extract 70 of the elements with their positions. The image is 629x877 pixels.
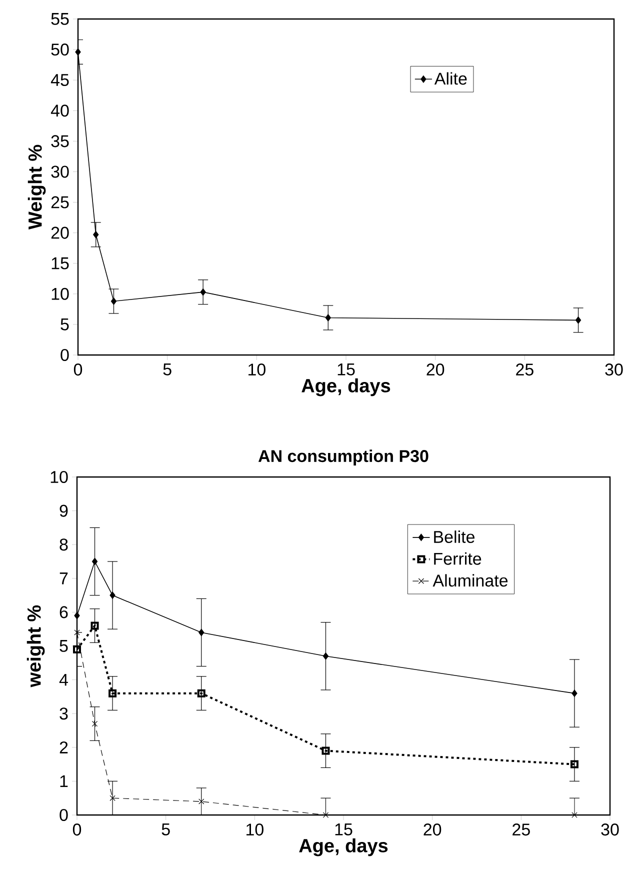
x-tick-label: 15 [335,824,352,836]
x-tick-label: 30 [605,364,623,376]
x-tick-label: 25 [516,364,534,376]
point [110,592,116,599]
chart-title: AN consumption P30 [258,450,428,466]
point [75,48,81,56]
x-tick-label: 30 [601,824,619,836]
y-tick-label: 40 [50,104,69,117]
point [93,231,99,238]
legend-label: Aluminate [432,574,508,587]
y-tick-label: 9 [60,504,68,517]
y-tick-label: 7 [60,572,68,584]
point [200,288,206,296]
y-tick-label: 5 [60,318,69,330]
y-tick-label: 15 [52,257,69,270]
point [570,760,578,768]
y-tick-label: 3 [60,708,68,720]
point [325,314,331,322]
point [110,298,117,305]
y-axis-title: weight % [26,605,45,688]
y-tick-label: 25 [51,196,69,208]
legend-label: Alite [434,72,467,85]
point [92,720,98,727]
x-tick-label: 5 [163,364,172,376]
point [572,690,578,697]
y-tick-label: 2 [60,741,68,754]
legend-label: Belite [434,530,474,544]
x-axis-title: Age, days [302,378,390,396]
point [90,622,99,630]
x-tick-label: 15 [338,364,355,376]
x-tick-label: 20 [426,364,444,376]
point [575,316,582,324]
y-tick-label: 6 [60,606,68,618]
y-tick-label: 10 [52,288,69,300]
point [322,652,329,660]
y-tick-label: 0 [60,348,69,362]
y-tick-label: 5 [60,640,68,652]
x-axis-title: Age, days [299,838,388,856]
y-tick-label: 10 [50,470,68,484]
point [110,795,116,801]
x-tick-label: 25 [512,824,530,836]
point [108,689,117,698]
point [197,689,206,698]
x-tick-label: 10 [246,824,264,836]
point [92,558,98,566]
x-tick-label: 5 [162,824,170,836]
legend-label: Ferrite [434,552,482,565]
x-tick-label: 10 [248,364,266,376]
point [198,798,204,804]
x-tick-label: 20 [424,824,442,836]
point [322,746,330,755]
point [74,612,80,620]
y-tick-label: 30 [51,166,69,178]
point [74,630,80,636]
point [198,628,204,636]
y-tick-label: 45 [50,74,69,86]
y-tick-label: 1 [60,775,68,788]
y-tick-label: 4 [59,674,68,686]
point [572,812,578,818]
y-tick-label: 0 [60,808,68,822]
y-tick-label: 20 [51,226,69,239]
point [322,812,329,818]
x-tick-label: 0 [72,824,82,836]
y-tick-label: 35 [51,135,69,148]
y-tick-label: 50 [51,44,69,56]
point [73,645,81,654]
y-axis-title: Weight % [28,144,46,230]
y-tick-label: 8 [60,538,68,551]
x-tick-label: 0 [74,364,82,376]
y-tick-label: 55 [51,13,69,25]
